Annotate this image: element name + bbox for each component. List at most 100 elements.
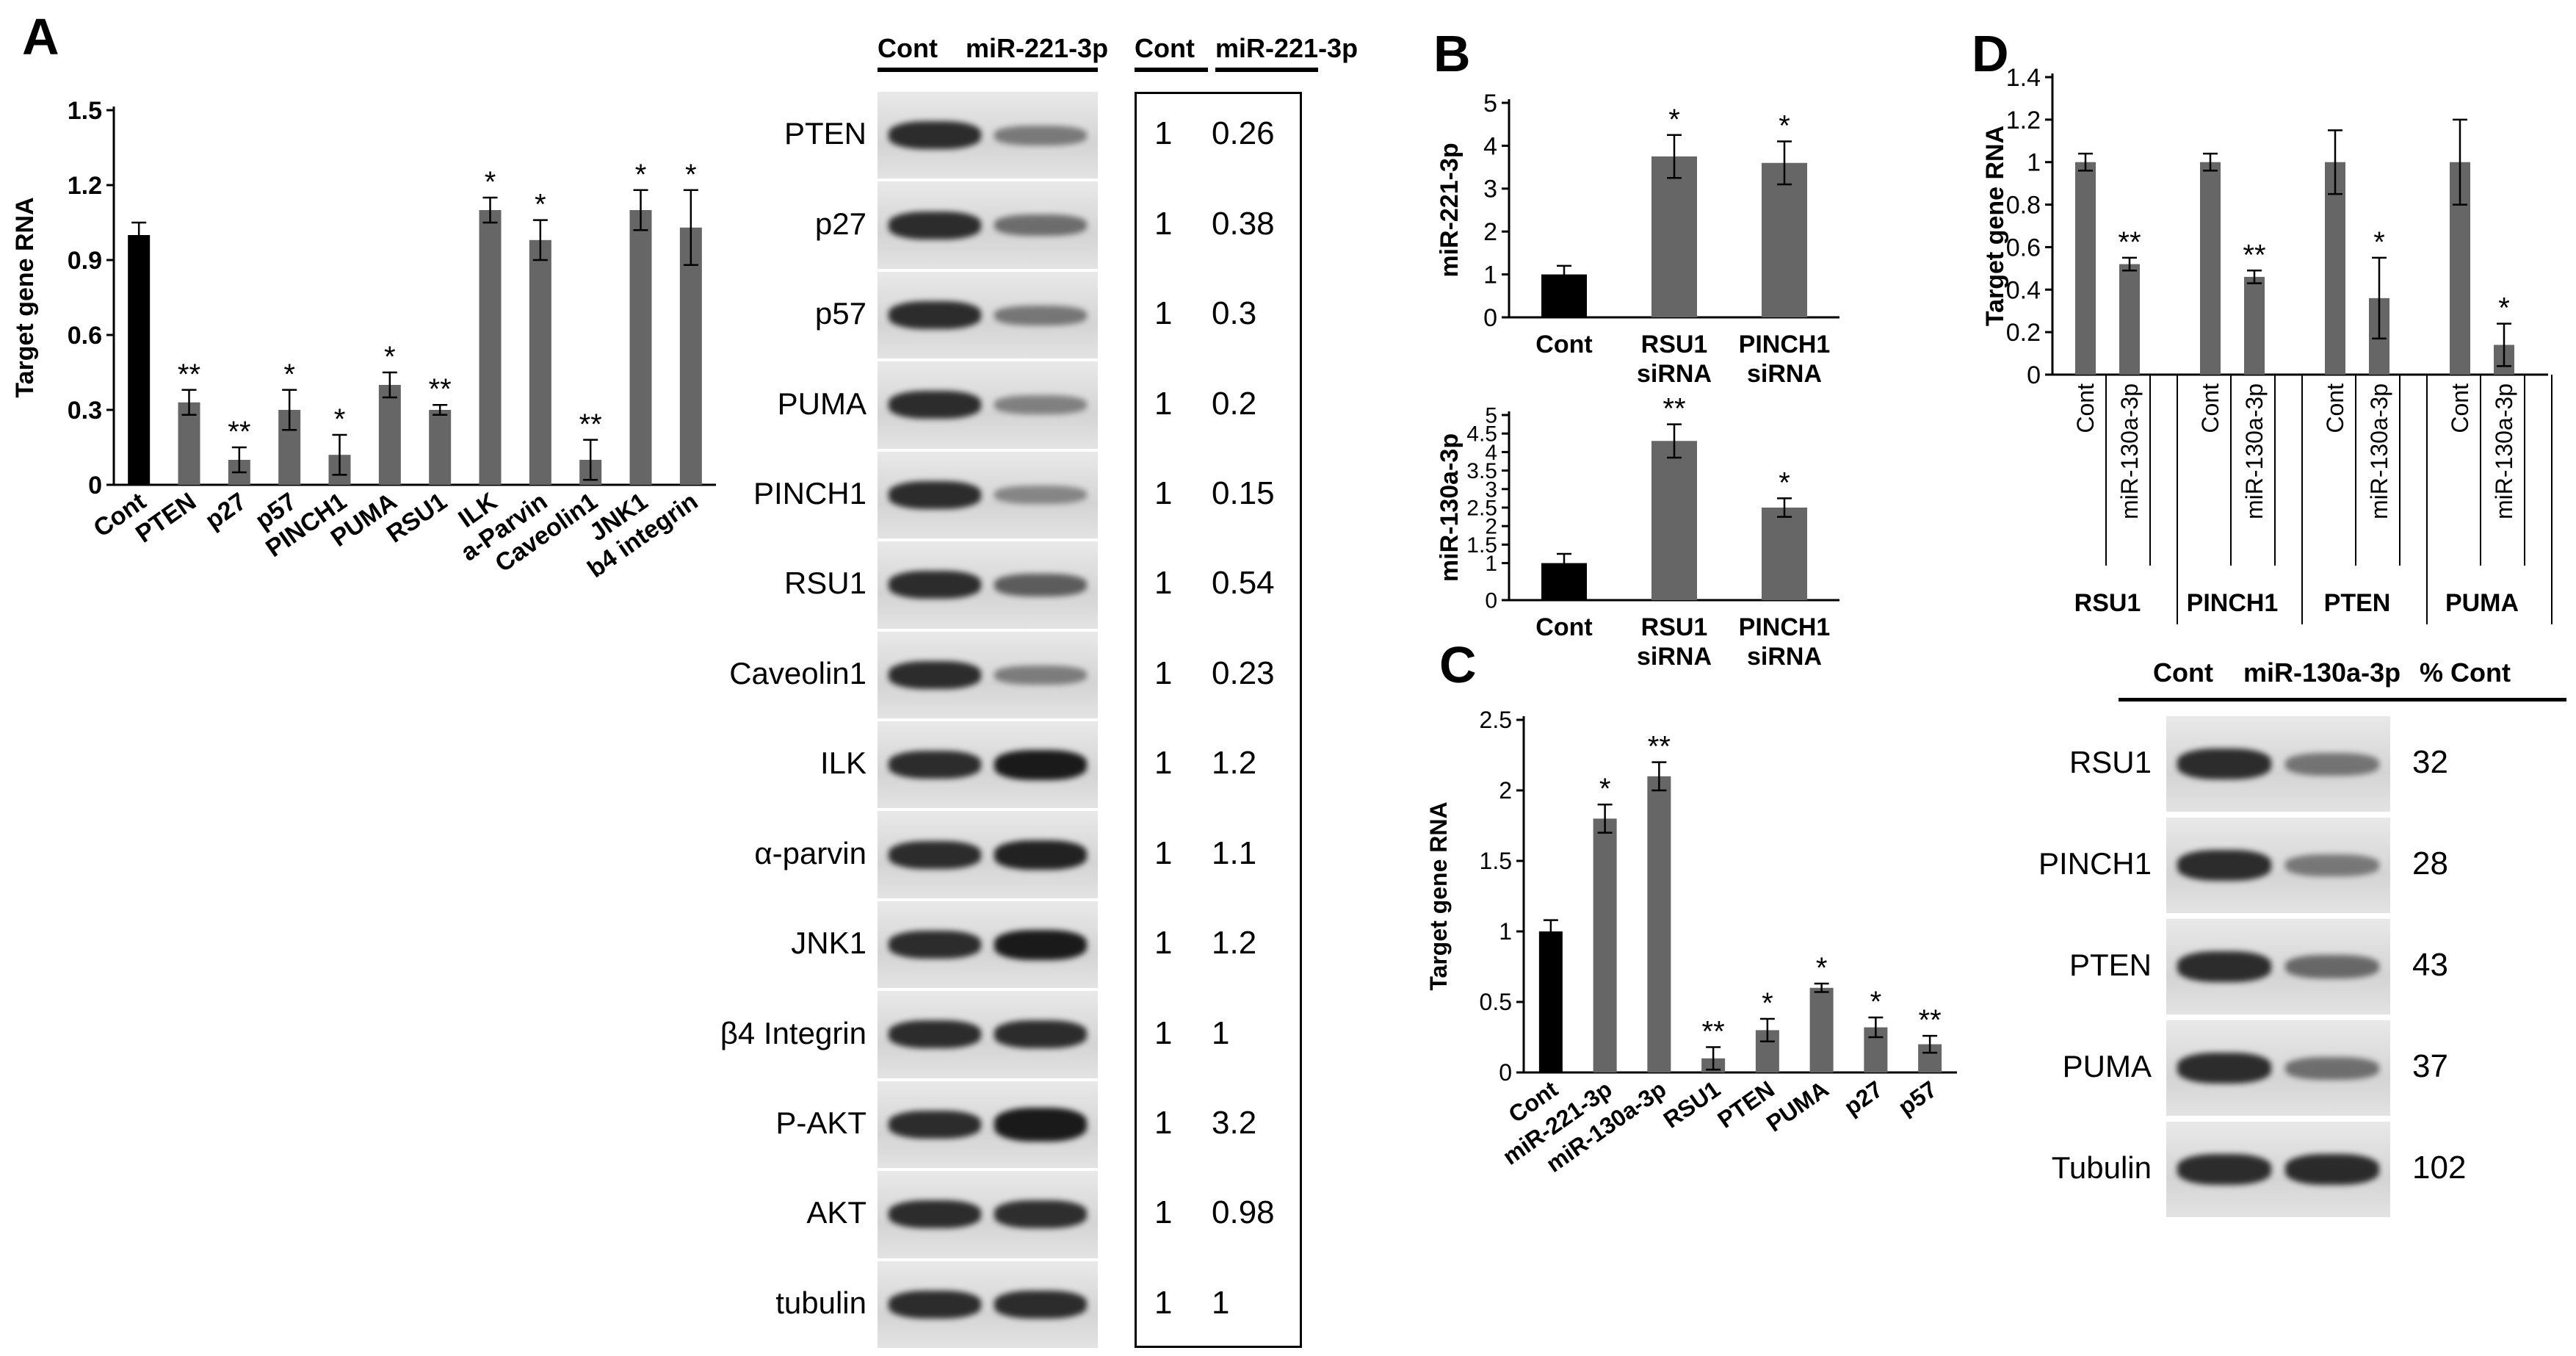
- significance-mark: **: [1919, 1004, 1942, 1036]
- blot-strip: [2166, 1020, 2390, 1116]
- d-blot-value: 43: [2412, 947, 2448, 983]
- category-label: p27: [1839, 1075, 1888, 1120]
- category-label: miR-130a-3p: [2491, 383, 2517, 519]
- bar: [629, 210, 652, 485]
- group-label: PINCH1: [2187, 589, 2279, 617]
- bar: [479, 210, 502, 485]
- category-label: RSU1: [1641, 613, 1708, 641]
- quant-cont: 1: [1154, 385, 1173, 422]
- significance-mark: *: [1870, 986, 1882, 1018]
- quant-header-mir: miR-221-3p: [1215, 33, 1358, 63]
- significance-mark: **: [429, 373, 452, 405]
- quant-mir: 3.2: [1212, 1104, 1257, 1141]
- d-blot-label: Tubulin: [2051, 1150, 2152, 1185]
- group-label: PUMA: [2445, 589, 2519, 617]
- blot-strip: [2166, 1122, 2390, 1217]
- blot-strip: [878, 541, 1098, 629]
- panel-c-letter: C: [1439, 636, 1477, 693]
- y-axis-label: Target gene RNA: [1425, 801, 1452, 990]
- significance-mark: *: [535, 189, 546, 221]
- blot-strip: [878, 92, 1098, 179]
- blot-band-treated: [994, 749, 1087, 780]
- blot-label: PINCH1: [753, 475, 866, 511]
- d-blot-label: RSU1: [2069, 745, 2152, 779]
- bar: [1809, 987, 1834, 1072]
- bar: [1651, 156, 1697, 317]
- d-blot-header-cont: Cont: [2153, 657, 2213, 688]
- y-tick-label: 2.5: [1480, 707, 1512, 733]
- d-blot-value: 28: [2412, 845, 2448, 881]
- significance-mark: *: [334, 403, 346, 436]
- significance-mark: **: [1648, 731, 1671, 763]
- panel-b-mir221-chart: 012345miR-221-3pCont*RSU1siRNA*PINCH1siR…: [1436, 90, 1839, 388]
- blot-band-treated: [994, 486, 1087, 505]
- blot-band-cont: [889, 1290, 981, 1319]
- significance-mark: *: [1779, 110, 1790, 143]
- blot-band-treated: [994, 840, 1087, 870]
- y-tick-label: 0.6: [2006, 234, 2041, 262]
- blot-header-cont: Cont: [878, 33, 938, 63]
- blot-band-cont: [889, 660, 981, 689]
- y-tick-label: 1: [2027, 149, 2041, 177]
- quant-mir: 0.3: [1212, 295, 1257, 332]
- d-blot-value: 102: [2412, 1150, 2467, 1186]
- blot-label: RSU1: [784, 566, 866, 601]
- category-label: miR-130a-3p: [2116, 383, 2143, 519]
- significance-mark: **: [1663, 393, 1685, 425]
- significance-mark: *: [485, 166, 496, 198]
- blot-band-cont: [889, 931, 981, 959]
- y-tick-label: 2: [1483, 218, 1497, 246]
- bar: [128, 235, 151, 485]
- quant-box: [1135, 92, 1302, 1348]
- y-tick-label: 4: [1485, 441, 1497, 465]
- significance-mark: *: [1779, 466, 1790, 499]
- y-tick-label: 4.5: [1466, 422, 1497, 447]
- y-tick-label: 1.5: [1480, 848, 1512, 874]
- group-label: PTEN: [2324, 589, 2391, 617]
- d-blot-header-pct: % Cont: [2420, 657, 2511, 688]
- y-axis-label: Target gene RNA: [1981, 126, 2009, 326]
- bar: [2119, 264, 2140, 375]
- blot-strip: [878, 1171, 1098, 1258]
- y-tick-label: 1.5: [1466, 533, 1497, 558]
- bar: [679, 227, 702, 485]
- category-label: siRNA: [1637, 360, 1712, 388]
- blot-strip: [878, 811, 1098, 898]
- quant-cont: 1: [1154, 475, 1173, 511]
- blot-band-treated: [994, 1200, 1087, 1229]
- quant-mir: 0.38: [1212, 205, 1275, 242]
- bar: [2200, 162, 2221, 375]
- bar: [1762, 162, 1807, 317]
- category-label: miR-130a-3p: [2241, 383, 2268, 519]
- blot-strip: [878, 451, 1098, 539]
- significance-mark: *: [384, 341, 396, 373]
- blot-band-treated: [994, 395, 1087, 415]
- blot-label: α-parvin: [754, 835, 866, 870]
- y-tick-label: 3: [1485, 477, 1497, 502]
- group-label: RSU1: [2074, 589, 2141, 617]
- blot-band-treated: [994, 573, 1087, 596]
- significance-mark: **: [2243, 239, 2265, 271]
- blot-label: ILK: [820, 746, 866, 781]
- blot-strip: [878, 1081, 1098, 1169]
- panel-d-bar-chart: 0 0.2 0.4 0.6 0.8 1 1.2 1.4 Target gene RNA Cont *…: [1981, 64, 2553, 624]
- blot-header-line: [878, 68, 1098, 72]
- y-tick-label: 0: [88, 472, 102, 500]
- d-blot-header-mir: miR-130a-3p: [2243, 657, 2401, 688]
- y-tick-label: 1.2: [68, 172, 102, 200]
- y-axis-label: miR-130a-3p: [1436, 433, 1464, 582]
- blot-band-cont: [889, 1020, 981, 1049]
- blot-band-treated: [2284, 1154, 2379, 1185]
- y-tick-label: 0.4: [2006, 276, 2041, 304]
- quant-mir: 0.2: [1212, 385, 1257, 422]
- blot-label: p27: [814, 206, 866, 241]
- y-tick-label: 0: [1499, 1059, 1512, 1086]
- significance-mark: **: [228, 416, 250, 448]
- bar: [1538, 931, 1563, 1072]
- quant-mir: 0.98: [1212, 1194, 1275, 1231]
- bar: [1651, 441, 1697, 600]
- blot-label: Caveolin1: [729, 655, 866, 690]
- quant-cont: 1: [1154, 834, 1173, 871]
- quant-mir: 1: [1212, 1014, 1230, 1051]
